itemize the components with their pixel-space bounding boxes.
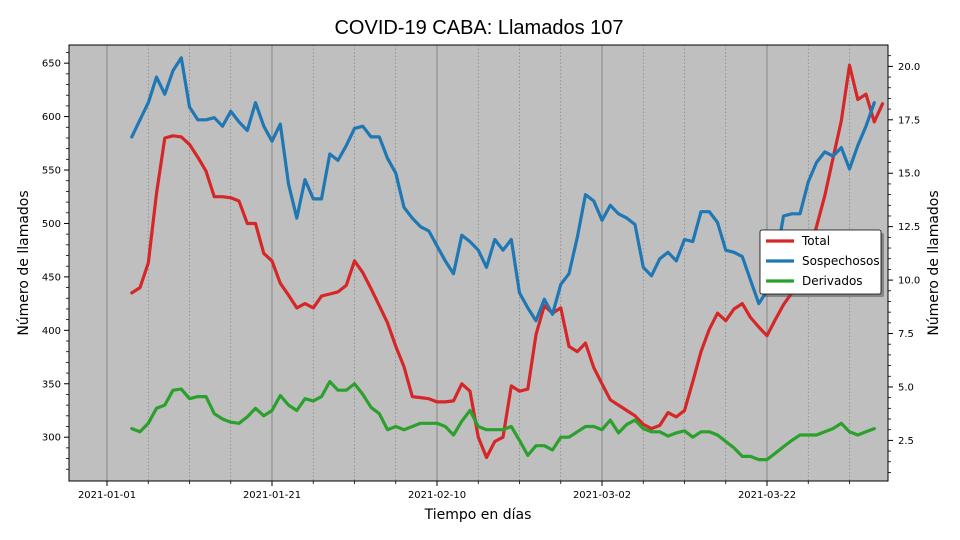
y-left-tick-label: 400 xyxy=(42,326,61,337)
y-right-tick-label: 15.0 xyxy=(898,169,920,180)
x-axis-label: Tiempo en días xyxy=(424,507,532,523)
x-tick-label: 2021-02-10 xyxy=(408,490,466,501)
x-tick-label: 2021-01-21 xyxy=(243,490,301,501)
y-right-tick-label: 7.5 xyxy=(898,329,914,340)
y-right-tick-label: 17.5 xyxy=(898,115,920,126)
series-line-sospechosos xyxy=(130,56,876,323)
x-tick-label: 2021-03-02 xyxy=(573,490,631,501)
y-left-tick-label: 500 xyxy=(42,219,61,230)
legend-label-derivados: Derivados xyxy=(802,274,863,288)
x-tick-label: 2021-03-22 xyxy=(738,490,796,501)
y-right-tick-label: 20.0 xyxy=(898,62,920,73)
y-axis-label-right: Número de llamados xyxy=(926,190,942,335)
y-axis-label-left: Número de llamados xyxy=(16,190,32,335)
chart-title: COVID-19 CABA: Llamados 107 xyxy=(334,17,623,39)
x-tick-label: 2021-01-01 xyxy=(78,490,136,501)
legend-label-total: Total xyxy=(801,234,830,248)
y-left-tick-label: 600 xyxy=(42,112,61,123)
series-lines xyxy=(130,56,885,462)
y-left-tick-label: 650 xyxy=(42,59,61,70)
legend: Total Sospechosos Derivados xyxy=(759,229,884,297)
y-right-tick-label: 5.0 xyxy=(898,382,914,393)
y-right-tick-label: 10.0 xyxy=(898,276,920,287)
y-left-tick-label: 300 xyxy=(42,433,61,444)
legend-box xyxy=(759,229,882,295)
y-right-tick-label: 2.5 xyxy=(898,436,914,447)
y-left-tick-label: 350 xyxy=(42,379,61,390)
series-line-total xyxy=(130,63,885,460)
x-axis: 2021-01-01 2021-01-21 2021-02-10 2021-03-02… xyxy=(78,481,850,501)
y-left-tick-label: 450 xyxy=(42,272,61,283)
legend-label-sospechosos: Sospechosos xyxy=(802,254,880,268)
y-axis-right: 2.5 5.0 7.5 10.0 12.5 15.0 17.5 20.0 xyxy=(888,55,920,473)
y-axis-left: 300 350 400 450 500 550 600 650 xyxy=(42,52,69,470)
y-right-tick-label: 12.5 xyxy=(898,222,920,233)
series-line-derivados xyxy=(130,380,876,462)
y-left-tick-label: 550 xyxy=(42,166,61,177)
